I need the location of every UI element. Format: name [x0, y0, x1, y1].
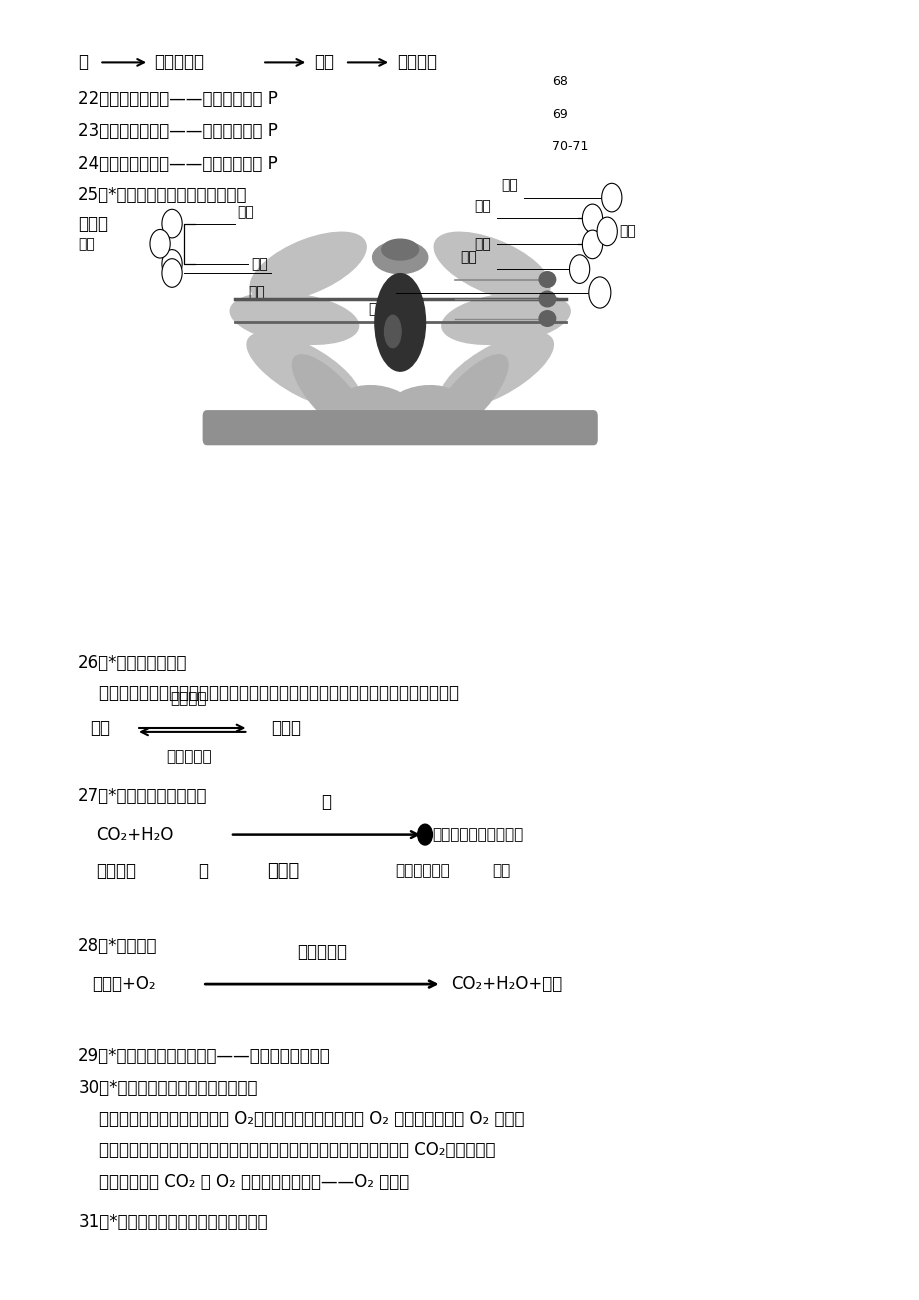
Text: 光: 光	[322, 793, 331, 811]
Text: 雄蕊: 雄蕊	[618, 225, 635, 238]
Text: 子房: 子房	[248, 286, 265, 299]
Circle shape	[150, 229, 170, 257]
Text: 26、*植物的蒸腾作用: 26、*植物的蒸腾作用	[78, 654, 187, 672]
Text: 绿色植物在光合作用中制造的 O₂，超过了自身呼吸作用对 O₂ 的需要，其余的 O₂ 都以气: 绿色植物在光合作用中制造的 O₂，超过了自身呼吸作用对 O₂ 的需要，其余的 O…	[78, 1110, 524, 1128]
Text: 有机物+O₂: 有机物+O₂	[92, 975, 155, 993]
Text: 27、*绿色植物地光合作用: 27、*绿色植物地光合作用	[78, 786, 208, 805]
Text: 植物体: 植物体	[271, 719, 301, 737]
Text: ②: ②	[167, 218, 176, 229]
Text: 气孔: 气孔	[90, 719, 110, 737]
Ellipse shape	[430, 355, 507, 438]
Text: （储存能量）: （储存能量）	[395, 863, 450, 879]
Text: 23、茎的基本结构——看书七年级上 P: 23、茎的基本结构——看书七年级上 P	[78, 122, 278, 140]
Ellipse shape	[539, 311, 555, 326]
Text: 28、*呼吸作用: 28、*呼吸作用	[78, 937, 157, 956]
Text: ⑦: ⑦	[574, 264, 584, 274]
Ellipse shape	[386, 386, 460, 425]
Text: 水、气体出: 水、气体出	[165, 749, 211, 764]
Ellipse shape	[384, 316, 401, 347]
Circle shape	[588, 277, 610, 308]
Text: ①: ①	[607, 192, 616, 203]
Circle shape	[596, 217, 617, 246]
Ellipse shape	[230, 292, 358, 344]
Text: 69: 69	[551, 108, 567, 121]
Text: CO₂+H₂O+能量: CO₂+H₂O+能量	[450, 975, 562, 993]
Ellipse shape	[539, 272, 555, 287]
Text: 持了生物圈中 CO₂ 和 O₂ 的相对平衡简称碳——O₂ 平衡。: 持了生物圈中 CO₂ 和 O₂ 的相对平衡简称碳——O₂ 平衡。	[78, 1173, 409, 1191]
Circle shape	[162, 209, 182, 238]
Text: ⑧: ⑧	[155, 239, 165, 248]
Text: 植物各处: 植物各处	[397, 53, 437, 72]
Ellipse shape	[292, 355, 369, 438]
Text: （光能转化为化学能）: （光能转化为化学能）	[432, 827, 523, 842]
Circle shape	[582, 204, 602, 233]
Text: 二氧化碳: 二氧化碳	[96, 862, 136, 880]
Text: 雌蕊: 雌蕊	[78, 237, 95, 251]
Ellipse shape	[381, 239, 418, 260]
Ellipse shape	[372, 240, 427, 273]
Circle shape	[162, 250, 182, 278]
Text: 结构：: 结构：	[78, 214, 108, 233]
Text: 导管: 导管	[314, 53, 335, 72]
Text: 花瓣: 花瓣	[501, 178, 517, 192]
Circle shape	[162, 259, 182, 287]
Text: 68: 68	[551, 75, 567, 88]
Text: 花药: 花药	[473, 199, 490, 213]
Ellipse shape	[247, 333, 359, 408]
Text: 氧气: 氧气	[492, 863, 510, 879]
Text: 25、*花的结构，受精与果实的形成: 25、*花的结构，受精与果实的形成	[78, 186, 247, 204]
Text: 气体进入: 气体进入	[170, 690, 207, 706]
Text: 31、*光合作用及其在农业生产中的应用: 31、*光合作用及其在农业生产中的应用	[78, 1213, 267, 1231]
Text: 24、茎的输导功能——看书七年级上 P: 24、茎的输导功能——看书七年级上 P	[78, 155, 278, 173]
Text: 水: 水	[198, 862, 208, 880]
Text: ⑥: ⑥	[167, 268, 176, 278]
Ellipse shape	[340, 386, 414, 425]
Ellipse shape	[440, 333, 552, 408]
Ellipse shape	[375, 274, 425, 372]
Text: CO₂+H₂O: CO₂+H₂O	[96, 826, 174, 844]
Text: ⑨: ⑨	[602, 226, 611, 237]
Text: 柱头: 柱头	[237, 205, 254, 220]
Text: 花丝: 花丝	[473, 238, 490, 251]
Ellipse shape	[250, 233, 366, 300]
Text: 萼片: 萼片	[460, 250, 476, 264]
Circle shape	[417, 824, 432, 845]
Text: ④: ④	[167, 259, 176, 269]
Text: ⑤: ⑤	[587, 239, 596, 250]
Text: 30、*光合作用与生物圈中的碳氧平衡: 30、*光合作用与生物圈中的碳氧平衡	[78, 1079, 257, 1097]
Circle shape	[601, 183, 621, 212]
Ellipse shape	[539, 291, 555, 307]
Text: 29、*光合作用的产物及原料——见光合作用的公式: 29、*光合作用的产物及原料——见光合作用的公式	[78, 1046, 331, 1065]
Text: 体的形式排到了大气中，绿色植物还通过光合作用不断的消耗大气中的 CO₂，这样就维: 体的形式排到了大气中，绿色植物还通过光合作用不断的消耗大气中的 CO₂，这样就维	[78, 1141, 495, 1160]
Text: 22、枝芽发育成茎——看书七年级上 P: 22、枝芽发育成茎——看书七年级上 P	[78, 90, 278, 108]
Text: 花柱: 花柱	[251, 257, 267, 270]
Ellipse shape	[441, 292, 570, 344]
Circle shape	[582, 230, 602, 259]
FancyBboxPatch shape	[203, 411, 596, 445]
Text: 主要线粒体: 主要线粒体	[297, 942, 346, 961]
Text: 能够带动植物体对水分和无机盐的吸收和向上运输，给叶片源源不断地提供原料。: 能够带动植物体对水分和无机盐的吸收和向上运输，给叶片源源不断地提供原料。	[78, 684, 459, 702]
Text: ③: ③	[587, 213, 596, 224]
Text: 根尖成熟区: 根尖成熟区	[154, 53, 204, 72]
Text: 水: 水	[78, 53, 88, 72]
Text: ⑩: ⑩	[595, 287, 604, 298]
Text: 70-71: 70-71	[551, 140, 588, 153]
Text: 叶绿体: 叶绿体	[267, 862, 299, 880]
Circle shape	[569, 255, 589, 283]
Text: 花托: 花托	[368, 303, 384, 316]
Ellipse shape	[434, 233, 550, 300]
